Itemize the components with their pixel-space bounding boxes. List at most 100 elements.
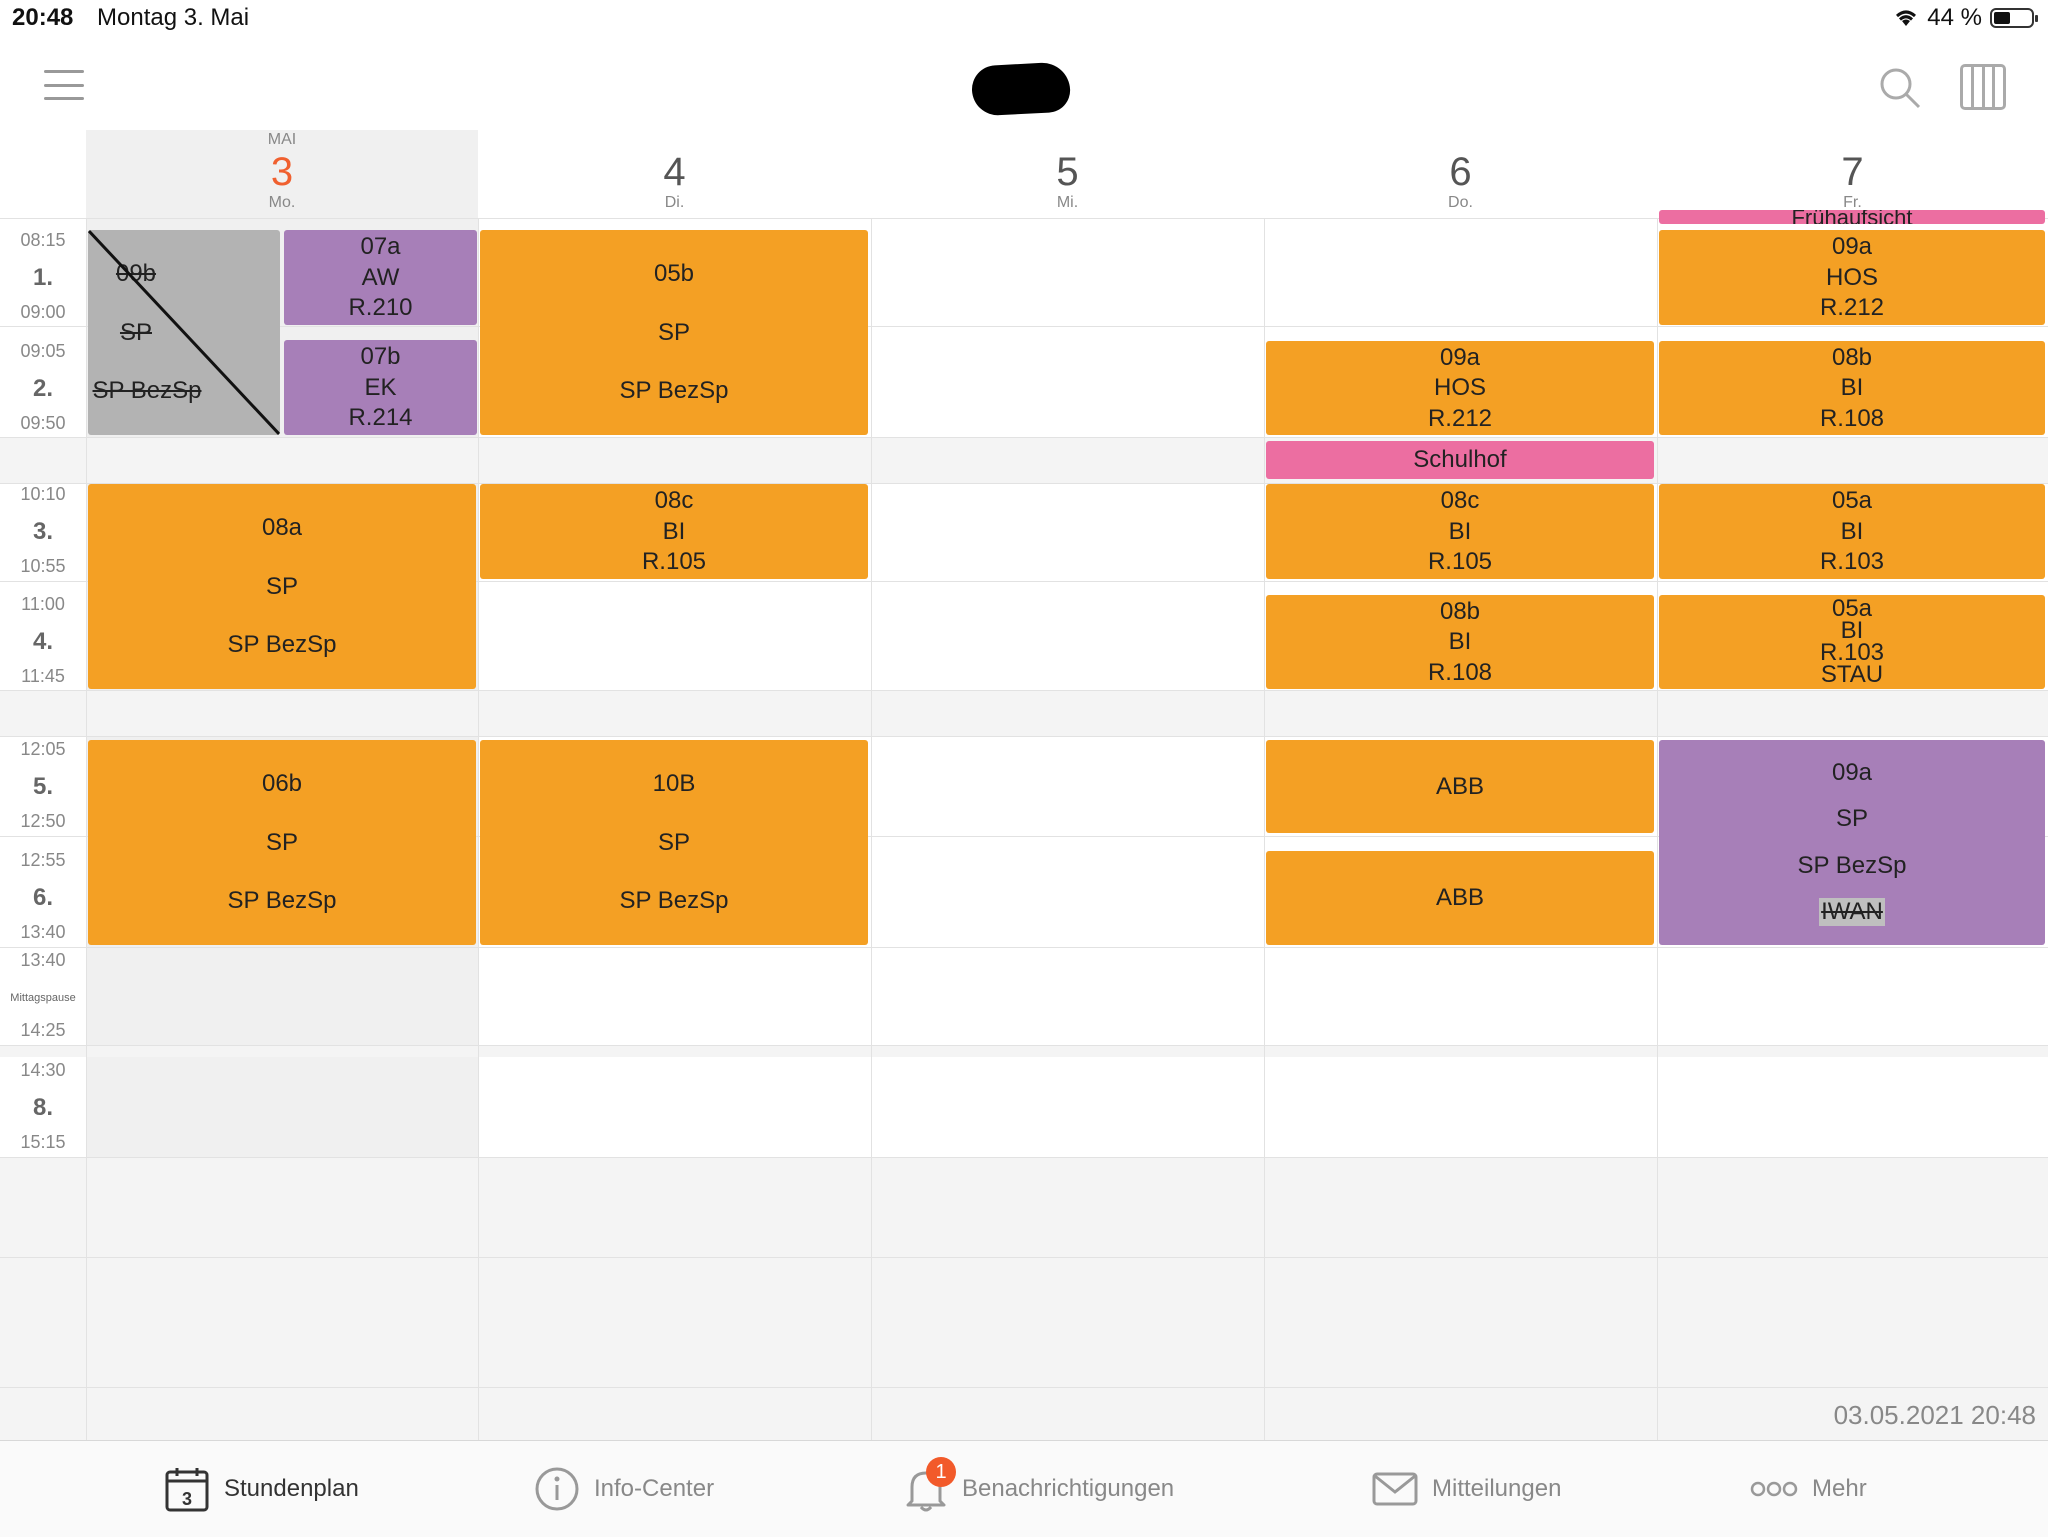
tab-benachrichtigungen[interactable]: 1 Benachrichtigungen — [904, 1441, 1174, 1537]
lesson-room: R.214 — [348, 404, 413, 432]
lesson-label: ABB — [1435, 884, 1485, 911]
lesson-card[interactable]: 08b BI R.108 — [1659, 341, 2045, 435]
wifi-icon — [1896, 10, 1917, 26]
lesson-card[interactable]: 09a HOS R.212 — [1659, 230, 2045, 325]
lesson-class: 05b — [653, 260, 695, 288]
tab-label: Mitteilungen — [1432, 1475, 1562, 1502]
day-weekday: Mo. — [268, 194, 296, 211]
grid-line — [0, 1387, 2048, 1388]
lesson-card[interactable]: 05b SP SP BezSp — [480, 230, 868, 435]
redacted-title — [970, 61, 1072, 117]
lesson-card[interactable]: 10B SP SP BezSp — [480, 740, 868, 945]
lesson-subject: BI — [1448, 628, 1472, 655]
supervision-label: Frühaufsicht — [1791, 210, 1913, 224]
lesson-card[interactable]: 05a BI R.103 STAU — [1659, 595, 2045, 689]
supervision-card[interactable]: Frühaufsicht — [1659, 210, 2045, 224]
tab-mehr[interactable]: Mehr — [1750, 1441, 1867, 1537]
period-end: 13:40 — [20, 922, 66, 942]
hamburger-icon[interactable] — [44, 70, 84, 100]
lesson-card[interactable]: 08b BI R.108 — [1266, 595, 1654, 689]
lesson-class: 08b — [1439, 597, 1481, 625]
lesson-subject: AW — [361, 263, 400, 291]
day-header-mo[interactable]: MAI 3 Mo. — [86, 130, 478, 220]
grid-line — [86, 218, 87, 1440]
notification-badge: 1 — [926, 1457, 956, 1487]
lesson-class: 08b — [1831, 343, 1873, 371]
period-5: 12:05 5. 12:50 — [0, 737, 86, 837]
period-end: 15:15 — [20, 1132, 66, 1152]
lesson-class: 08c — [654, 486, 694, 514]
lesson-card[interactable]: 05a BI R.103 — [1659, 484, 2045, 579]
day-number: 5 — [1056, 150, 1079, 194]
lesson-card[interactable]: 09a SP SP BezSp IWAN — [1659, 740, 2045, 945]
lesson-room: SP BezSp — [227, 886, 337, 914]
day-weekday: Mi. — [1056, 194, 1079, 211]
lesson-class: 07a — [360, 232, 401, 260]
lesson-subject: SP — [657, 828, 690, 856]
supervision-card[interactable]: Schulhof — [1266, 441, 1654, 479]
lesson-subject: BI — [1840, 517, 1864, 545]
period-start: 14:30 — [20, 1060, 66, 1080]
tab-stundenplan[interactable]: 3 Stundenplan — [164, 1441, 359, 1537]
day-header-fr[interactable]: 7 Fr. — [1657, 130, 2048, 220]
period-number: 1. — [32, 264, 53, 291]
grid-line — [0, 581, 2048, 582]
grid-line — [871, 218, 872, 1440]
day-number: 6 — [1449, 150, 1472, 194]
period-number: 8. — [32, 1094, 53, 1121]
bell-icon-wrap: 1 — [904, 1457, 956, 1513]
lesson-room: SP BezSp — [619, 886, 729, 914]
tab-info-center[interactable]: Info-Center — [534, 1441, 714, 1537]
period-number: 5. — [32, 773, 53, 800]
period-start: 12:05 — [20, 739, 66, 759]
period-number: 4. — [32, 628, 53, 655]
period-end: 09:00 — [20, 302, 66, 322]
status-date: Montag 3. Mai — [97, 4, 250, 31]
lesson-card[interactable]: 07a AW R.210 — [284, 230, 477, 325]
lesson-card[interactable]: 07b EK R.214 — [284, 340, 477, 435]
columns-icon[interactable] — [1960, 64, 2006, 110]
lesson-room: R.108 — [1819, 404, 1885, 432]
grid-line — [1657, 218, 1658, 1440]
period-start: 09:05 — [20, 341, 66, 361]
lesson-teacher: STAU — [1820, 661, 1884, 688]
lesson-subject: HOS — [1825, 263, 1878, 291]
grid-line — [1264, 218, 1265, 1440]
day-header-di[interactable]: 4 Di. — [478, 130, 871, 220]
lesson-card[interactable]: 08a SP SP BezSp — [88, 484, 476, 689]
grid-line — [0, 483, 2048, 484]
lesson-subject: SP — [265, 828, 298, 856]
lesson-subject: BI — [1840, 617, 1864, 644]
lesson-class: 08c — [1440, 486, 1480, 514]
day-number: 4 — [663, 150, 686, 194]
grid-line — [0, 437, 2048, 438]
day-header-do[interactable]: 6 Do. — [1264, 130, 1657, 220]
info-icon — [535, 1467, 579, 1511]
lesson-room: R.212 — [1427, 404, 1493, 432]
lesson-card[interactable]: 06b SP SP BezSp — [88, 740, 476, 945]
lesson-class: 05a — [1831, 595, 1873, 622]
lesson-subject: SP — [657, 318, 690, 346]
lesson-card[interactable]: ABB — [1266, 851, 1654, 945]
lesson-room: SP BezSp — [92, 376, 202, 404]
lesson-card[interactable]: ABB — [1266, 740, 1654, 833]
lesson-cancelled[interactable]: 09b SP SP BezSp — [88, 230, 280, 435]
period-number: 2. — [32, 375, 53, 402]
lesson-card[interactable]: 08c BI R.105 — [480, 484, 868, 579]
period-end: 12:50 — [20, 811, 66, 831]
lesson-teacher-removed: IWAN — [1819, 898, 1885, 927]
tab-label: Info-Center — [594, 1475, 715, 1502]
period-6: 12:55 6. 13:40 — [0, 848, 86, 948]
lesson-card[interactable]: 08c BI R.105 — [1266, 484, 1654, 579]
lesson-room: R.212 — [1819, 294, 1885, 322]
day-weekday: Do. — [1448, 194, 1473, 211]
lesson-class: 08a — [261, 514, 303, 542]
day-header-mi[interactable]: 5 Mi. — [871, 130, 1264, 220]
lesson-card[interactable]: 09a HOS R.212 — [1266, 341, 1654, 435]
envelope-icon — [1372, 1472, 1418, 1506]
grid-line — [0, 947, 2048, 948]
tab-mitteilungen[interactable]: Mitteilungen — [1372, 1441, 1561, 1537]
period-end: 10:55 — [20, 556, 66, 576]
search-icon[interactable] — [1878, 66, 1922, 110]
period-start: 13:40 — [20, 950, 66, 970]
